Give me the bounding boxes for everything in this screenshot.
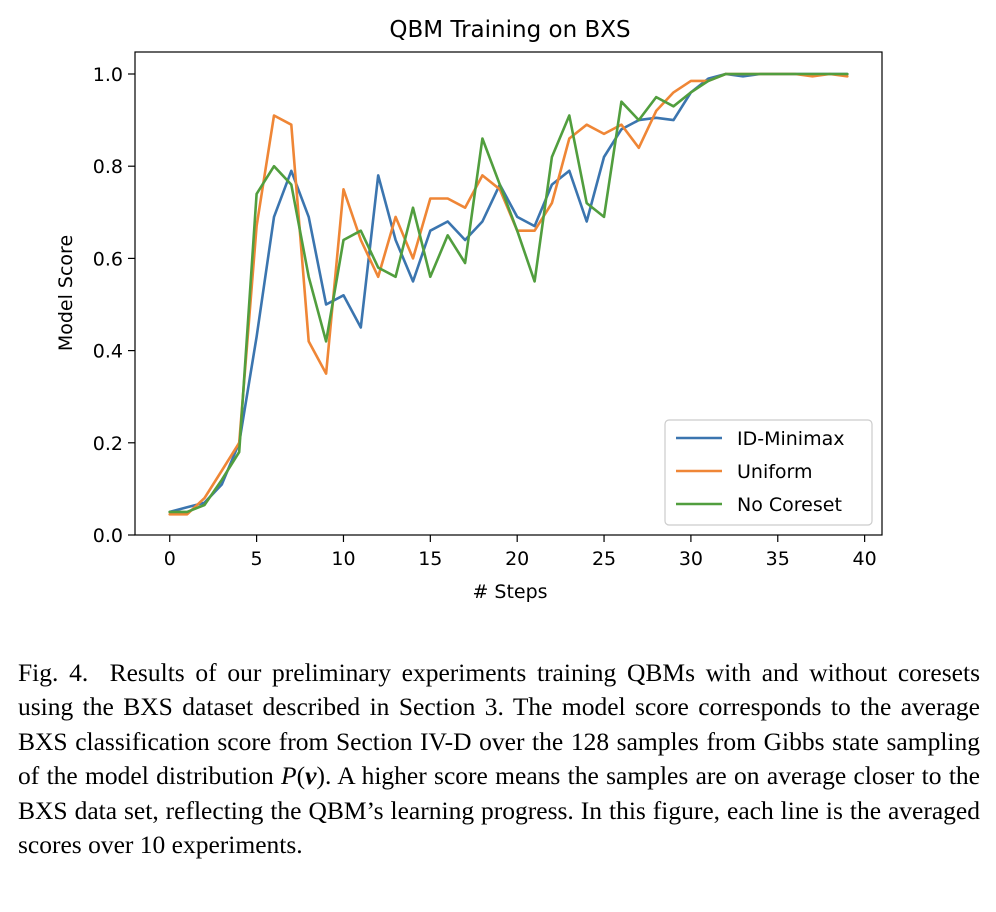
y-tick-label: 0.0 [93,525,123,547]
y-tick-label: 0.8 [93,156,123,178]
caption-label: Fig. 4. [18,658,89,687]
x-tick-label: 35 [766,548,790,570]
y-tick-label: 1.0 [93,64,123,86]
caption-math-close: ) [316,761,325,791]
legend-label: Uniform [737,461,813,483]
caption-math-open: ( [296,761,306,791]
caption-text-part1: Results of our preliminary experiments t… [18,658,980,791]
x-tick-label: 10 [331,548,355,570]
x-tick-label: 20 [505,548,529,570]
x-tick-label: 15 [418,548,442,570]
x-axis: 0 5 10 15 20 25 30 35 40 [164,535,877,570]
legend: ID-Minimax Uniform No Coreset [664,419,873,526]
x-tick-label: 40 [853,548,877,570]
x-tick-label: 5 [251,548,263,570]
legend-label: No Coreset [737,494,842,516]
x-axis-label: # Steps [472,581,547,603]
legend-box [664,419,873,526]
plot-area [134,51,883,536]
plot-frame [134,51,883,536]
y-tick-label: 0.4 [93,341,123,363]
x-tick-label: 30 [679,548,703,570]
y-axis: 0.0 0.2 0.4 0.6 0.8 1.0 [93,64,135,547]
caption-math-v: v [305,761,317,791]
caption-text-part2: . A higher score means the samples are o… [18,761,980,860]
chart-title: QBM Training on BXS [389,17,630,43]
legend-label: ID-Minimax [737,428,844,450]
series-lines [168,72,849,516]
series-line-2 [168,72,849,514]
y-axis-label: Model Score [55,235,77,351]
x-tick-label: 25 [592,548,616,570]
line-chart: QBM Training on BXS 0 5 10 15 20 25 30 35 40 0.0… [55,17,883,603]
figure-caption: Fig. 4. Results of our preliminary exper… [18,656,980,862]
caption-math-p: P [281,761,297,791]
y-tick-label: 0.2 [93,433,123,455]
x-tick-label: 0 [164,548,176,570]
y-tick-label: 0.6 [93,248,123,270]
